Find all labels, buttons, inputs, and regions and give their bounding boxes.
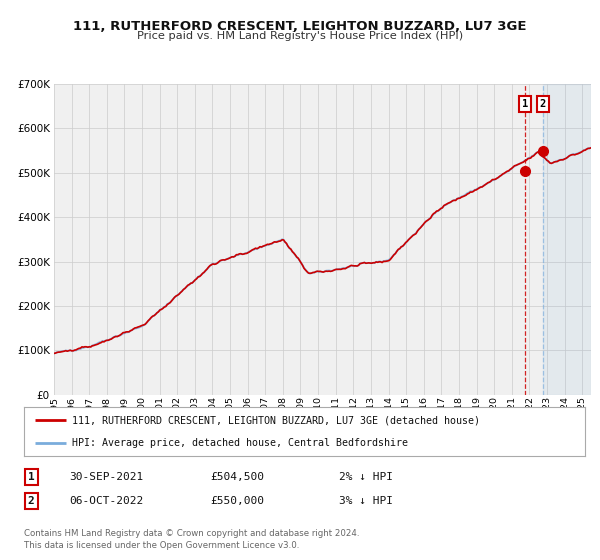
Text: 06-OCT-2022: 06-OCT-2022	[69, 496, 143, 506]
Text: Price paid vs. HM Land Registry's House Price Index (HPI): Price paid vs. HM Land Registry's House …	[137, 31, 463, 41]
Text: £504,500: £504,500	[210, 472, 264, 482]
Text: 2: 2	[28, 496, 35, 506]
Text: 30-SEP-2021: 30-SEP-2021	[69, 472, 143, 482]
Text: HPI: Average price, detached house, Central Bedfordshire: HPI: Average price, detached house, Cent…	[71, 438, 407, 448]
Bar	[543, 84, 591, 395]
Text: Contains HM Land Registry data © Crown copyright and database right 2024.: Contains HM Land Registry data © Crown c…	[24, 529, 359, 538]
Text: 111, RUTHERFORD CRESCENT, LEIGHTON BUZZARD, LU7 3GE: 111, RUTHERFORD CRESCENT, LEIGHTON BUZZA…	[73, 20, 527, 32]
Text: 111, RUTHERFORD CRESCENT, LEIGHTON BUZZARD, LU7 3GE (detached house): 111, RUTHERFORD CRESCENT, LEIGHTON BUZZA…	[71, 416, 479, 426]
Text: This data is licensed under the Open Government Licence v3.0.: This data is licensed under the Open Gov…	[24, 541, 299, 550]
Text: 1: 1	[522, 99, 528, 109]
Text: 2% ↓ HPI: 2% ↓ HPI	[339, 472, 393, 482]
Text: 2: 2	[540, 99, 546, 109]
Text: £550,000: £550,000	[210, 496, 264, 506]
Text: 3% ↓ HPI: 3% ↓ HPI	[339, 496, 393, 506]
Text: 1: 1	[28, 472, 35, 482]
